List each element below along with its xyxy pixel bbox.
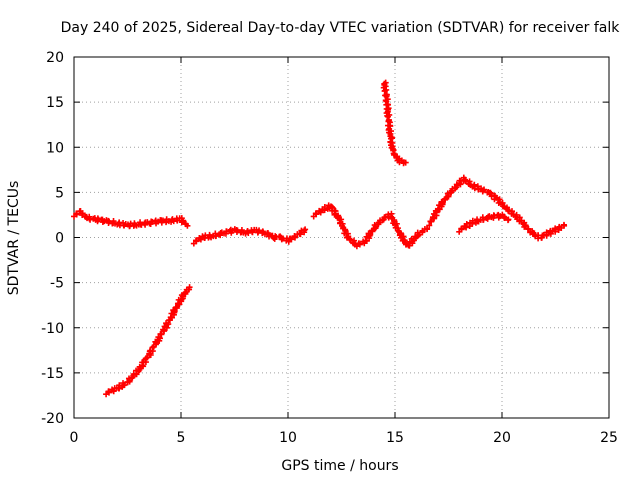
axis-ticks: 0 5 10 15 20 25 -20 -15 -10 -5 0 5 10 15 20 [41, 50, 618, 446]
x-tick-label: 15 [386, 430, 404, 446]
data-point [79, 210, 86, 217]
series-segment-c [190, 226, 309, 247]
y-tick-label: 0 [55, 231, 64, 247]
data-point [264, 230, 271, 237]
data-point [301, 227, 308, 234]
data-point [393, 220, 400, 227]
data-point [256, 227, 263, 234]
data-point [367, 231, 374, 238]
data-point [313, 211, 320, 218]
data-point [356, 241, 363, 248]
data-point [448, 189, 455, 196]
data-point [296, 230, 303, 237]
data-point [458, 226, 465, 233]
data-point [338, 216, 345, 223]
data-point [500, 213, 507, 220]
data-series [71, 79, 568, 398]
y-tick-label: 5 [55, 185, 64, 201]
data-point [375, 220, 382, 227]
data-point [184, 222, 191, 229]
data-point [424, 225, 431, 232]
data-point [505, 216, 512, 223]
data-point [129, 374, 136, 381]
y-tick-label: -20 [41, 411, 64, 427]
data-point [427, 218, 434, 225]
data-point [524, 225, 531, 232]
data-point [430, 214, 437, 221]
data-point [386, 129, 393, 136]
data-point [193, 238, 200, 245]
series-segment-a [71, 208, 191, 230]
grid [74, 57, 609, 418]
y-tick-label: 15 [46, 95, 64, 111]
data-point [501, 214, 508, 221]
y-tick-label: 10 [46, 140, 64, 156]
series-segment-f [426, 174, 568, 242]
data-point [487, 189, 494, 196]
data-point [180, 217, 187, 224]
data-point [181, 290, 188, 297]
data-point [73, 211, 80, 218]
data-point [391, 151, 398, 158]
x-tick-label: 0 [70, 430, 79, 446]
data-point [394, 227, 401, 234]
data-point [419, 229, 426, 236]
data-point [401, 237, 408, 244]
data-point [157, 331, 164, 338]
data-point [121, 381, 128, 388]
data-point [160, 326, 167, 333]
y-tick-label: -5 [50, 276, 64, 292]
data-point [172, 304, 179, 311]
series-segment-b [103, 284, 193, 398]
data-point [530, 229, 537, 236]
x-tick-label: 25 [600, 430, 618, 446]
x-tick-label: 5 [177, 430, 186, 446]
data-point [86, 213, 93, 220]
y-tick-label: -15 [41, 366, 64, 382]
data-point [186, 284, 193, 291]
data-point [302, 226, 309, 233]
y-axis-title: SDTVAR / TECUs [6, 181, 22, 296]
data-point [342, 226, 349, 233]
data-point [87, 216, 94, 223]
data-point [426, 222, 433, 229]
y-tick-label: -10 [41, 321, 64, 337]
data-point [405, 242, 412, 249]
data-point [106, 389, 113, 396]
data-point [384, 112, 391, 119]
data-point [522, 222, 529, 229]
data-point [561, 222, 568, 229]
data-point [410, 237, 417, 244]
x-axis-title: GPS time / hours [281, 458, 398, 474]
series-segment-g [456, 211, 512, 235]
series-segment-e [380, 79, 409, 167]
y-tick-label: 20 [46, 50, 64, 66]
x-tick-label: 10 [279, 430, 297, 446]
data-point [171, 308, 178, 315]
data-point [402, 159, 409, 166]
data-point [439, 200, 446, 207]
data-point [334, 213, 341, 220]
chart-title: Day 240 of 2025, Sidereal Day-to-day VTE… [61, 20, 621, 36]
series-segment-d [310, 202, 431, 250]
x-tick-label: 20 [493, 430, 511, 446]
data-point [288, 236, 295, 243]
data-point [481, 186, 488, 193]
data-point [471, 185, 478, 192]
